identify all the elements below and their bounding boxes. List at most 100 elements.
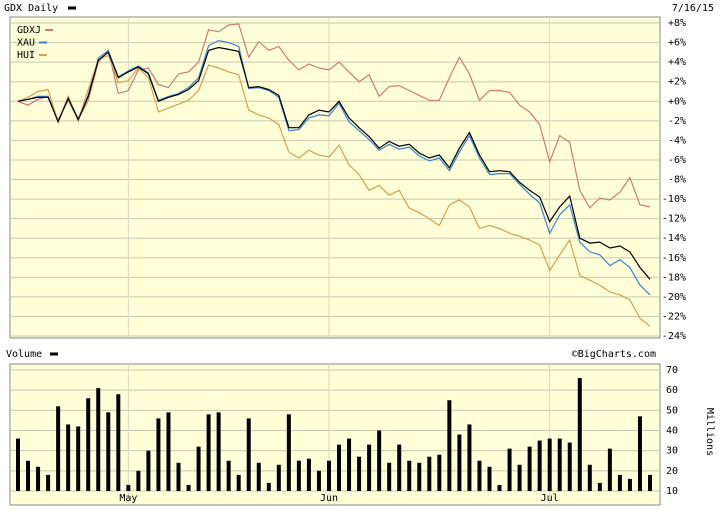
y-tick-label: 40 [666,426,678,437]
bar [276,464,281,491]
credit: ©BigCharts.com [572,349,656,360]
bar [56,406,61,491]
y-tick-label: -10% [662,194,686,205]
bar [266,482,271,491]
bar [617,474,622,491]
y-tick-label: 70 [666,365,678,376]
bar [337,444,342,491]
bar [507,448,512,491]
bar [347,438,352,491]
bar [427,456,432,491]
bar [96,388,101,491]
y-tick-label: 60 [666,385,678,396]
y-tick-label: 50 [666,405,678,416]
bar [387,462,392,491]
y-tick-label: 10 [666,486,678,497]
bar [316,470,321,491]
bar [166,412,171,491]
y-tick-label: -8% [668,175,686,186]
bar [417,462,422,491]
line [17,23,651,209]
date: 7/16/15 [672,3,714,14]
line [17,54,651,327]
bar [637,416,642,491]
bar [226,460,231,491]
y-tick-label: -6% [668,155,686,166]
bar [126,484,131,491]
y-tick-label: -22% [662,311,686,322]
bar [467,424,472,491]
bar [16,438,20,491]
bar [567,442,572,491]
bar [196,446,201,491]
bar [487,466,492,491]
y-tick-label: -20% [662,292,686,303]
bar [537,440,542,491]
bar [156,418,161,491]
legend-label: XAU [17,38,35,49]
y-tick-label: +2% [668,77,686,88]
bar [216,412,221,491]
bar [607,448,612,491]
legend-label: GDXJ [17,25,41,36]
bar [246,418,251,491]
bar [176,462,181,491]
bar [557,438,562,491]
bar [146,450,151,491]
bar [236,474,241,491]
bar [116,394,121,491]
y-tick-label: -24% [662,331,686,342]
line [17,46,651,280]
bar [447,400,452,491]
bar [367,444,372,491]
y-tick-label: -18% [662,272,686,283]
bar [296,460,301,491]
bar [597,482,602,491]
bar [517,464,522,491]
bar [457,434,462,491]
y-tick-label: +8% [668,18,686,29]
y-tick-label: -12% [662,214,686,225]
line [17,39,651,296]
bar [206,414,211,491]
bar [407,460,412,491]
y-tick-label: +6% [668,38,686,49]
bar [357,456,362,491]
y-tick-label: -4% [668,135,686,146]
y-tick-label: +0% [668,96,686,107]
y-tick-label: 20 [666,466,678,477]
y-axis-label: Millions [704,408,715,456]
bar [136,470,141,491]
y-tick-label: -2% [668,116,686,127]
y-tick-label: +4% [668,57,686,68]
bar [256,462,261,491]
bar [577,378,582,491]
bar [86,398,91,491]
price-panel [9,16,661,339]
bar [497,484,502,491]
bar [46,474,51,491]
x-tick-label: Jul [541,493,559,504]
volume-title: Volume [6,349,42,360]
bar [527,446,532,491]
bar [106,412,111,491]
bar [76,426,81,491]
y-tick-label: -14% [662,233,686,244]
bar [648,474,652,491]
bar [477,460,482,491]
y-tick-label: -16% [662,253,686,264]
x-tick-label: May [119,493,137,504]
bar [627,478,632,491]
bar [306,458,311,491]
bar [36,466,41,491]
bar [26,460,31,491]
bar [437,454,442,491]
chart-title: GDX Daily [4,3,58,14]
legend-label: HUI [17,50,35,61]
bar [587,464,592,491]
bar [286,414,291,491]
bar [326,460,331,491]
bar [66,424,71,491]
bar [547,438,552,491]
